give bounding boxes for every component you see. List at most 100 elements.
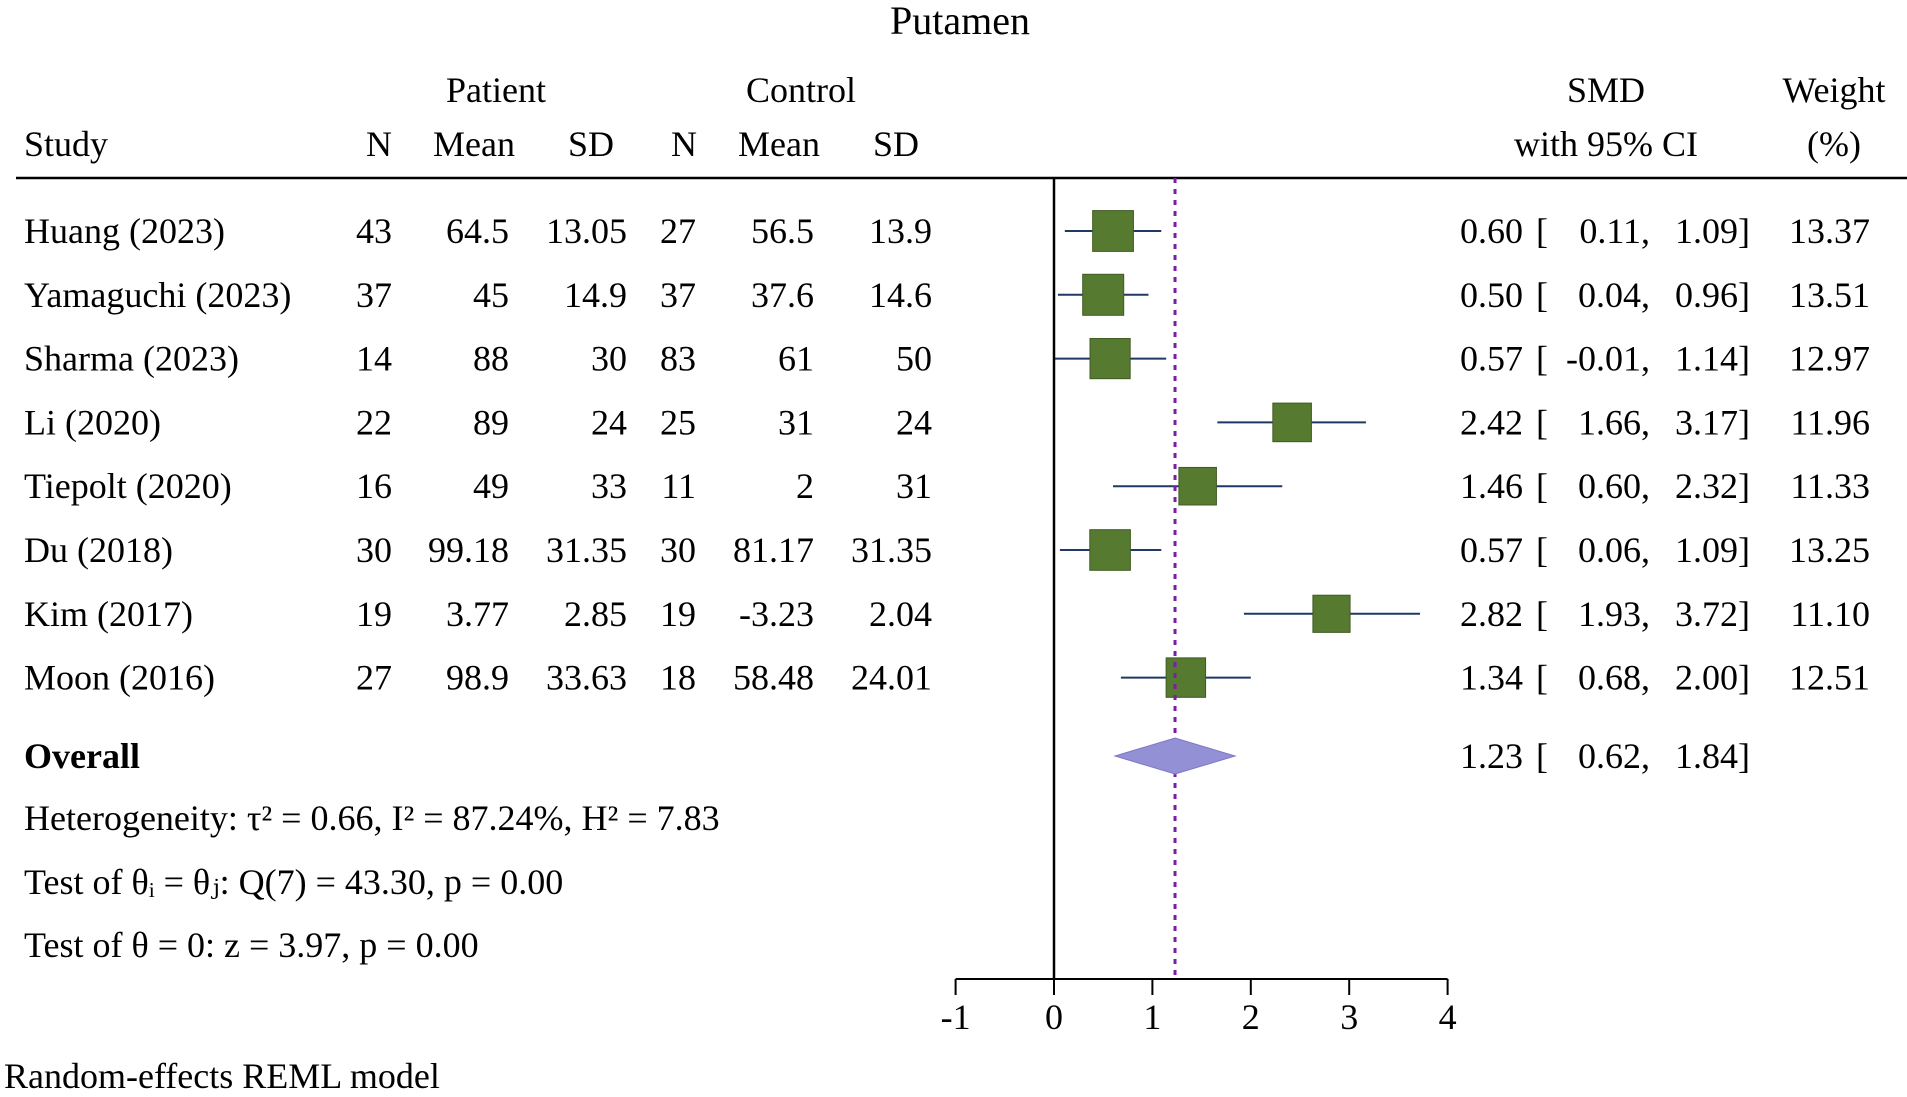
- patient-mean: 3.77: [446, 594, 509, 634]
- patient-mean-header: Mean: [433, 124, 515, 164]
- ci-high-value: 0.96: [1675, 275, 1738, 315]
- control-mean: 58.48: [733, 658, 814, 698]
- x-tick-label: 1: [1143, 997, 1161, 1037]
- ci-high-value: 1.09: [1675, 530, 1738, 570]
- ci-low-value: -0.01,: [1566, 339, 1650, 379]
- control-sd: 31: [896, 466, 932, 506]
- weight-value: 13.51: [1789, 275, 1870, 315]
- weight-value: 11.33: [1790, 466, 1870, 506]
- weight-value: 13.37: [1789, 211, 1870, 251]
- control-mean: 81.17: [733, 530, 814, 570]
- x-tick-label: 4: [1439, 997, 1457, 1037]
- control-sd-header: SD: [873, 124, 919, 164]
- patient-n: 27: [356, 658, 392, 698]
- patient-n-header: N: [366, 124, 392, 164]
- smd-value: 0.57: [1460, 339, 1523, 379]
- patient-n: 16: [356, 466, 392, 506]
- effect-square: [1165, 657, 1207, 698]
- smd-header-line2: with 95% CI: [1514, 124, 1698, 164]
- study-name: Tiepolt (2020): [24, 466, 232, 506]
- control-n: 19: [660, 594, 696, 634]
- ci-low-value: 0.68,: [1578, 658, 1650, 698]
- study-row: Moon (2016) 27 98.9 33.63 18 58.48 24.01 1.34 [0…: [24, 657, 1870, 698]
- study-row: Tiepolt (2020) 16 49 33 11 2 31 1.46 [0.60, 2.32]…: [24, 466, 1870, 506]
- study-row: Yamaguchi (2023) 37 45 14.9 37 37.6 14.6 0.50 [0…: [24, 273, 1870, 316]
- weight-value: 13.25: [1789, 530, 1870, 570]
- ci-close-bracket: ]: [1738, 402, 1750, 442]
- smd-value: 1.46: [1460, 466, 1523, 506]
- control-n: 27: [660, 211, 696, 251]
- ci-open-bracket: [: [1536, 275, 1548, 315]
- control-mean: 37.6: [751, 275, 814, 315]
- ci-low-value: 0.60,: [1578, 466, 1650, 506]
- study-name: Huang (2023): [24, 211, 225, 251]
- effect-square: [1082, 273, 1125, 316]
- control-mean-header: Mean: [738, 124, 820, 164]
- weight-value: 12.97: [1789, 339, 1870, 379]
- ci-low-value: 0.06,: [1578, 530, 1650, 570]
- weight-value: 11.96: [1790, 402, 1870, 442]
- patient-mean: 98.9: [446, 658, 509, 698]
- control-sd: 24.01: [851, 658, 932, 698]
- control-mean: -3.23: [739, 594, 814, 634]
- study-row: Kim (2017) 19 3.77 2.85 19 -3.23 2.04 2.82 [1.93…: [24, 594, 1870, 634]
- ci-close-bracket: ]: [1738, 658, 1750, 698]
- ci-open-bracket: [: [1536, 594, 1548, 634]
- patient-n: 22: [356, 402, 392, 442]
- study-name: Sharma (2023): [24, 339, 239, 379]
- heterogeneity-stats: Heterogeneity: τ² = 0.66, I² = 87.24%, H…: [24, 798, 720, 838]
- patient-n: 14: [356, 339, 392, 379]
- study-name: Yamaguchi (2023): [24, 275, 291, 315]
- study-row: Du (2018) 30 99.18 31.35 30 81.17 31.35 0.57 [0.…: [24, 529, 1870, 571]
- patient-n: 43: [356, 211, 392, 251]
- control-mean: 56.5: [751, 211, 814, 251]
- patient-mean: 64.5: [446, 211, 509, 251]
- patient-sd: 33.63: [546, 658, 627, 698]
- patient-mean: 89: [473, 402, 509, 442]
- control-n: 11: [661, 466, 696, 506]
- control-group-header: Control: [746, 70, 856, 110]
- ci-open-bracket: [: [1536, 402, 1548, 442]
- patient-mean: 49: [473, 466, 509, 506]
- patient-mean: 45: [473, 275, 509, 315]
- ci-low-value: 1.66,: [1578, 402, 1650, 442]
- ci-high-value: 1.14: [1675, 339, 1738, 379]
- x-tick-label: 2: [1242, 997, 1260, 1037]
- model-footnote: Random-effects REML model: [4, 1056, 440, 1096]
- control-sd: 14.6: [869, 275, 932, 315]
- study-column-header: Study: [24, 124, 108, 164]
- ci-open-bracket: [: [1536, 658, 1548, 698]
- control-n-header: N: [671, 124, 697, 164]
- smd-value: 1.34: [1460, 658, 1523, 698]
- patient-mean: 88: [473, 339, 509, 379]
- control-n: 83: [660, 339, 696, 379]
- control-mean: 31: [778, 402, 814, 442]
- ci-close-bracket: ]: [1738, 466, 1750, 506]
- overall-smd: 1.23: [1460, 736, 1523, 776]
- study-name: Moon (2016): [24, 658, 215, 698]
- ci-high-value: 3.17: [1675, 402, 1738, 442]
- overall-label: Overall: [24, 736, 140, 776]
- ci-open-bracket: [: [1536, 339, 1548, 379]
- control-mean: 61: [778, 339, 814, 379]
- smd-value: 0.57: [1460, 530, 1523, 570]
- overall-ci-close: ]: [1738, 736, 1750, 776]
- study-row: Sharma (2023) 14 88 30 83 61 50 0.57 [ -0.01, 1.14…: [24, 338, 1870, 380]
- study-name: Du (2018): [24, 530, 173, 570]
- effect-square: [1089, 338, 1131, 380]
- overall-diamond: [1113, 737, 1237, 775]
- control-sd: 50: [896, 339, 932, 379]
- ci-close-bracket: ]: [1738, 594, 1750, 634]
- patient-sd: 31.35: [546, 530, 627, 570]
- ci-low-value: 0.04,: [1578, 275, 1650, 315]
- control-sd: 31.35: [851, 530, 932, 570]
- weight-header-line1: Weight: [1782, 70, 1885, 110]
- control-sd: 2.04: [869, 594, 932, 634]
- patient-group-header: Patient: [446, 70, 546, 110]
- weight-value: 12.51: [1789, 658, 1870, 698]
- patient-sd-header: SD: [568, 124, 614, 164]
- x-tick-label: -1: [941, 997, 971, 1037]
- patient-sd: 30: [591, 339, 627, 379]
- weight-header-line2: (%): [1807, 124, 1861, 164]
